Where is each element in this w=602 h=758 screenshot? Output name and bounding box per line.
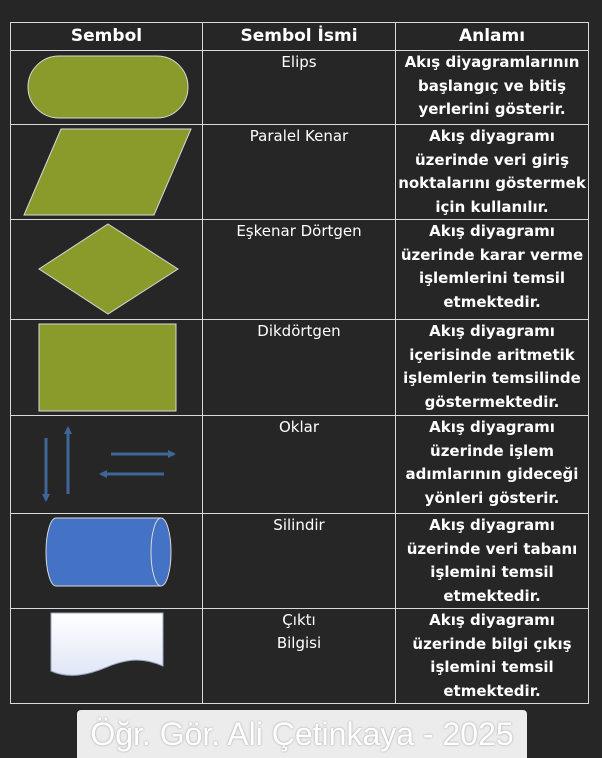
table-row: Silindir Akış diyagramı üzerinde veri ta…: [10, 513, 589, 609]
arrows-icon: [42, 426, 176, 502]
symbol-name: Çıktı: [282, 611, 316, 629]
meaning-cell: Akış diyagramı üzerinde karar verme işle…: [395, 219, 589, 320]
symbol-name: Elips: [281, 53, 317, 71]
symbol-name-cell: Çıktı Bilgisi: [202, 608, 396, 704]
table-row: Oklar Akış diyagramı üzerinde işlem adım…: [10, 415, 589, 514]
meaning-cell: Akış diyagramlarının başlangıç ve bitiş …: [395, 50, 589, 125]
table-row: Elips Akış diyagramlarının başlangıç ve …: [10, 50, 589, 125]
symbol-name-cell: Elips: [202, 50, 396, 125]
symbol-name-cell: Oklar: [202, 415, 396, 514]
parallelogram-icon: [23, 128, 192, 216]
symbol-cell: [10, 415, 203, 514]
ellipse-terminal-icon: [27, 55, 189, 119]
symbol-name: Paralel Kenar: [249, 127, 349, 145]
rectangle-icon: [38, 323, 177, 412]
symbol-name-cell: Silindir: [202, 513, 396, 609]
meaning-cell: Akış diyagramı üzerinde işlem adımlarını…: [395, 415, 589, 514]
document-output-icon: [50, 612, 164, 676]
symbol-name-cell: Paralel Kenar: [202, 124, 396, 220]
diamond-icon: [38, 223, 179, 315]
header-symbol-name: Sembol İsmi: [202, 22, 396, 51]
symbol-name: Eşkenar Dörtgen: [236, 222, 362, 240]
author-watermark: Öğr. Gör. Ali Çetinkaya - 2025: [77, 710, 527, 758]
symbol-cell: [10, 608, 203, 704]
table-header-row: Sembol Sembol İsmi Anlamı: [10, 22, 589, 51]
table-row: Paralel Kenar Akış diyagramı üzerinde ve…: [10, 124, 589, 220]
symbol-cell: [10, 124, 203, 220]
meaning-cell: Akış diyagramı içerisinde aritmetik işle…: [395, 319, 589, 416]
symbol-name-cell: Eşkenar Dörtgen: [202, 219, 396, 320]
meaning-cell: Akış diyagramı üzerinde veri giriş nokta…: [395, 124, 589, 220]
meaning-cell: Akış diyagramı üzerinde veri tabanı işle…: [395, 513, 589, 609]
table-row: Çıktı Bilgisi Akış diyagramı üzerinde bi…: [10, 608, 589, 704]
table-row: Dikdörtgen Akış diyagramı içerisinde ari…: [10, 319, 589, 416]
header-meaning: Anlamı: [395, 22, 589, 51]
symbol-cell: [10, 50, 203, 125]
symbol-name: Silindir: [273, 516, 325, 534]
table-row: Eşkenar Dörtgen Akış diyagramı üzerinde …: [10, 219, 589, 320]
symbol-cell: [10, 219, 203, 320]
symbol-cell: [10, 513, 203, 609]
cylinder-icon: [45, 517, 172, 587]
symbol-cell: [10, 319, 203, 416]
header-symbol: Sembol: [10, 22, 203, 51]
meaning-cell: Akış diyagramı üzerinde bilgi çıkış işle…: [395, 608, 589, 704]
symbol-name-cell: Dikdörtgen: [202, 319, 396, 416]
symbol-name: Bilgisi: [276, 634, 322, 652]
flowchart-symbol-table: Sembol Sembol İsmi Anlamı Elips Akış diy…: [10, 22, 589, 704]
symbol-name: Dikdörtgen: [257, 322, 341, 340]
symbol-name: Oklar: [278, 418, 320, 436]
